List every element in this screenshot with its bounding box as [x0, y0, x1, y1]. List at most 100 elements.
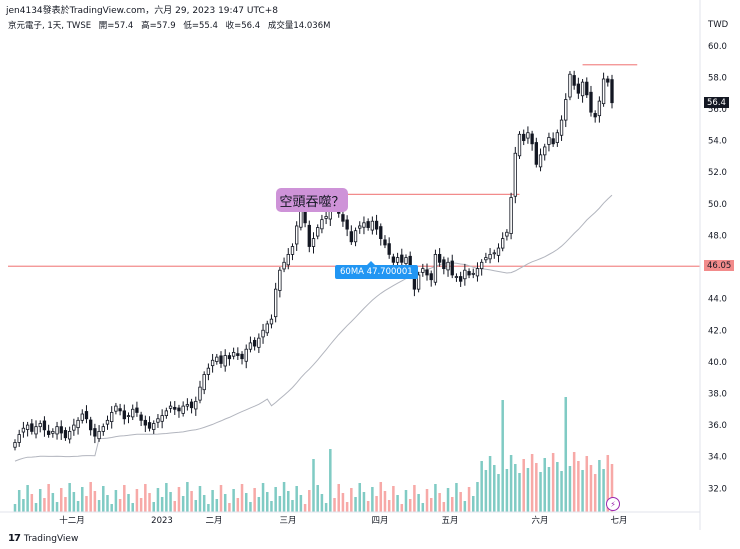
- candle-body: [173, 406, 177, 410]
- bearish-engulfing-callout: 空頭吞噬？: [276, 188, 348, 212]
- candle-body: [89, 419, 93, 431]
- candle-body: [181, 405, 185, 414]
- price-tick-label: 36.0: [708, 421, 727, 431]
- symbol-name[interactable]: 京元電子, 1天, TWSE: [8, 21, 92, 31]
- candle-body: [210, 359, 215, 367]
- price-tick-label: 54.0: [708, 137, 727, 147]
- candle-body: [34, 426, 38, 435]
- candle-body: [345, 219, 349, 230]
- volume-bar: [106, 495, 109, 512]
- volume-bar: [308, 490, 311, 512]
- candle-body: [135, 407, 139, 413]
- volume-bar: [371, 487, 374, 512]
- candle-body: [488, 254, 492, 260]
- volume-bar: [455, 483, 458, 512]
- volume-bar: [606, 455, 610, 512]
- candle-body: [156, 418, 160, 423]
- candle-body: [194, 400, 198, 410]
- volume-bar: [543, 458, 546, 512]
- candle-body: [580, 81, 585, 97]
- legend-volume: 成交量14.036M: [267, 21, 331, 31]
- candle-body: [198, 386, 202, 401]
- volume-bar: [43, 498, 46, 512]
- volume-bar: [396, 495, 399, 512]
- volume-bar: [160, 497, 164, 512]
- volume-bar: [278, 496, 282, 512]
- volume-bar: [450, 497, 454, 512]
- volume-bar: [190, 491, 193, 512]
- volume-bar: [593, 474, 597, 512]
- candle-body: [202, 374, 206, 391]
- candle-body: [572, 75, 576, 86]
- candle-body: [282, 261, 286, 270]
- volume-bar: [484, 470, 488, 512]
- volume-bar: [387, 500, 391, 512]
- volume-bar: [165, 483, 168, 512]
- volume-bar: [102, 486, 105, 512]
- volume-bar: [76, 501, 80, 512]
- volume-bar: [85, 496, 88, 512]
- volume-bar: [404, 490, 408, 512]
- lightning-icon[interactable]: ⚡: [606, 497, 620, 511]
- candle-body: [437, 254, 442, 263]
- volume-bar: [514, 464, 517, 512]
- volume-bar: [429, 498, 433, 512]
- candle-body: [316, 227, 320, 237]
- volume-bar: [110, 504, 113, 512]
- price-tick-label: 34.0: [708, 453, 727, 463]
- volume-bar: [354, 497, 357, 512]
- candle-body: [517, 133, 522, 157]
- volume-bar: [539, 472, 542, 512]
- candle-body: [143, 419, 147, 426]
- volume-bar: [598, 460, 601, 512]
- volume-bar: [291, 500, 294, 512]
- volume-bar: [287, 491, 290, 512]
- candle-body: [471, 272, 475, 275]
- candle-body: [261, 329, 265, 338]
- candle-body: [429, 273, 433, 281]
- candle-body: [21, 427, 26, 433]
- volume-bar: [547, 467, 551, 512]
- volume-bar: [379, 482, 383, 512]
- candle-body: [501, 238, 505, 249]
- candle-body: [597, 100, 602, 117]
- candle-body: [177, 407, 181, 412]
- volume-bar: [303, 504, 307, 512]
- legend-close: 收=56.4: [225, 21, 261, 31]
- volume-bar: [518, 473, 521, 512]
- candle-body: [324, 216, 328, 219]
- volume-bar: [551, 453, 555, 512]
- time-tick-label: 四月: [371, 516, 388, 526]
- volume-bar: [282, 482, 286, 512]
- volume-bar: [118, 499, 122, 512]
- candle-body: [555, 132, 560, 143]
- candle-body: [484, 257, 488, 261]
- volume-bar: [589, 465, 593, 512]
- candle-body: [311, 238, 316, 247]
- volume-bar: [34, 503, 38, 512]
- volume-bar: [244, 493, 248, 512]
- volume-bar: [173, 501, 177, 512]
- volume-bar: [530, 454, 534, 512]
- volume-bar: [211, 490, 214, 512]
- volume-bar: [97, 500, 101, 512]
- last-price-tag: 56.4: [704, 97, 729, 108]
- volume-bar: [480, 461, 483, 512]
- volume-bar: [324, 503, 328, 512]
- candle-body: [383, 239, 387, 246]
- volume-bar: [139, 498, 143, 512]
- candle-body: [80, 413, 84, 421]
- candle-body: [206, 367, 211, 375]
- volume-bar: [358, 483, 362, 512]
- candle-body: [526, 132, 530, 139]
- candle-body: [257, 337, 261, 348]
- candle-body: [118, 408, 122, 412]
- volume-bar: [341, 493, 345, 512]
- candle-body: [492, 252, 496, 255]
- candle-body: [101, 426, 105, 432]
- volume-bar: [408, 499, 412, 512]
- candle-body: [240, 353, 244, 360]
- candle-body: [421, 268, 425, 273]
- volume-bar: [148, 493, 151, 512]
